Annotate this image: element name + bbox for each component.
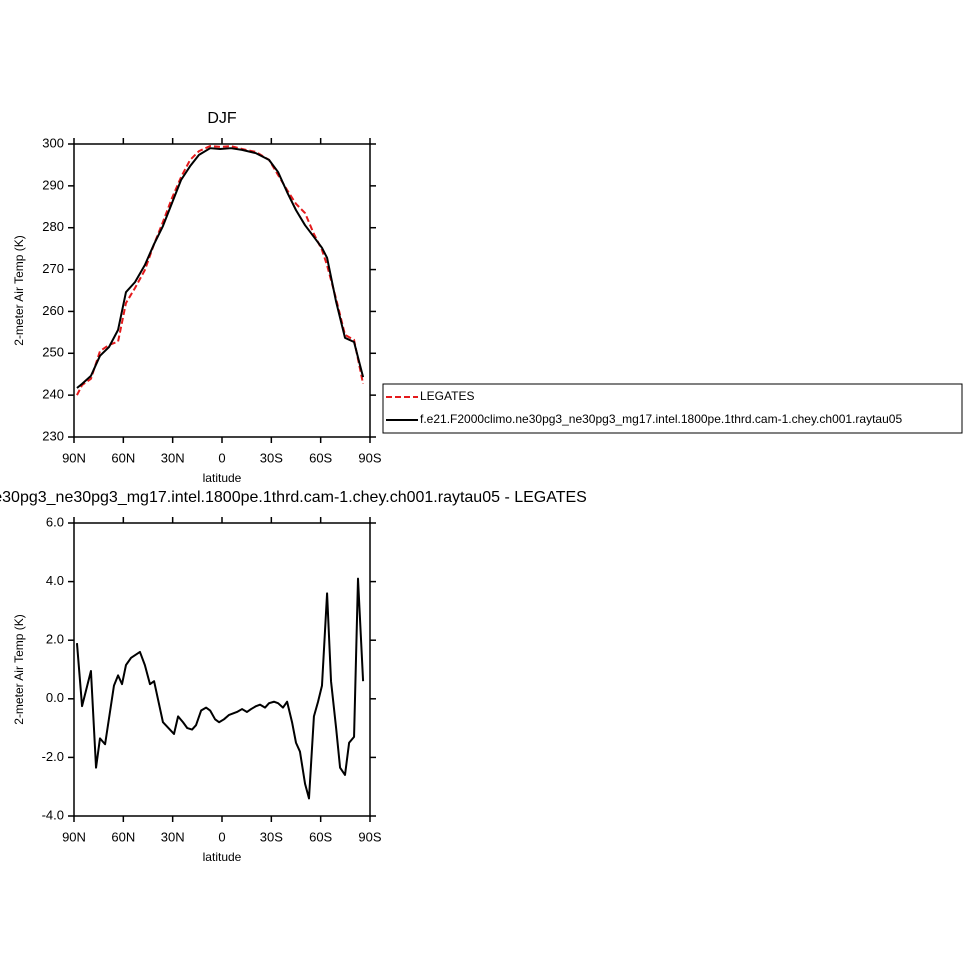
x-tick-label: 0 xyxy=(218,829,225,844)
x-tick-label: 90S xyxy=(358,829,381,844)
data-line xyxy=(76,147,365,389)
x-tick-label: 60S xyxy=(309,829,332,844)
data-line xyxy=(76,145,365,396)
y-tick-label: 6.0 xyxy=(46,514,64,529)
y-axis-label: 2-meter Air Temp (K) xyxy=(12,614,26,724)
legend-label: LEGATES xyxy=(420,389,474,403)
y-tick-label: 290 xyxy=(42,177,64,192)
legend-label: f.e21.F2000climo.ne30pg3_ne30pg3_mg17.in… xyxy=(420,412,902,426)
x-tick-label: 90N xyxy=(62,450,86,465)
y-tick-label: -2.0 xyxy=(42,749,64,764)
legend-box xyxy=(382,383,963,434)
y-tick-label: 240 xyxy=(42,387,64,402)
data-line xyxy=(75,577,365,800)
x-tick-label: 30N xyxy=(161,450,185,465)
y-tick-label: 300 xyxy=(42,135,64,150)
y-tick-label: 260 xyxy=(42,303,64,318)
x-tick-label: 60N xyxy=(111,450,135,465)
x-tick-label: 30S xyxy=(260,829,283,844)
x-tick-label: 60N xyxy=(111,829,135,844)
chart-title: f.e21.F2000climo.ne30pg3_ne30pg3_mg17.in… xyxy=(0,489,587,506)
plot-frame xyxy=(73,522,371,817)
chart-title: DJF xyxy=(207,110,237,127)
y-tick-label: 2.0 xyxy=(46,632,64,647)
x-tick-label: 60S xyxy=(309,450,332,465)
x-axis-label: latitude xyxy=(203,471,242,485)
y-tick-label: 4.0 xyxy=(46,573,64,588)
plot-frame xyxy=(73,143,371,438)
x-tick-label: 30S xyxy=(260,450,283,465)
x-axis-label: latitude xyxy=(203,850,242,864)
y-tick-label: 280 xyxy=(42,219,64,234)
y-tick-label: 230 xyxy=(42,428,64,443)
y-axis-label: 2-meter Air Temp (K) xyxy=(12,235,26,345)
y-tick-label: 0.0 xyxy=(46,690,64,705)
x-tick-label: 90N xyxy=(62,829,86,844)
x-tick-label: 0 xyxy=(218,450,225,465)
x-tick-label: 90S xyxy=(358,450,381,465)
x-tick-label: 30N xyxy=(161,829,185,844)
y-tick-label: -4.0 xyxy=(42,807,64,822)
y-tick-label: 250 xyxy=(42,345,64,360)
y-tick-label: 270 xyxy=(42,261,64,276)
